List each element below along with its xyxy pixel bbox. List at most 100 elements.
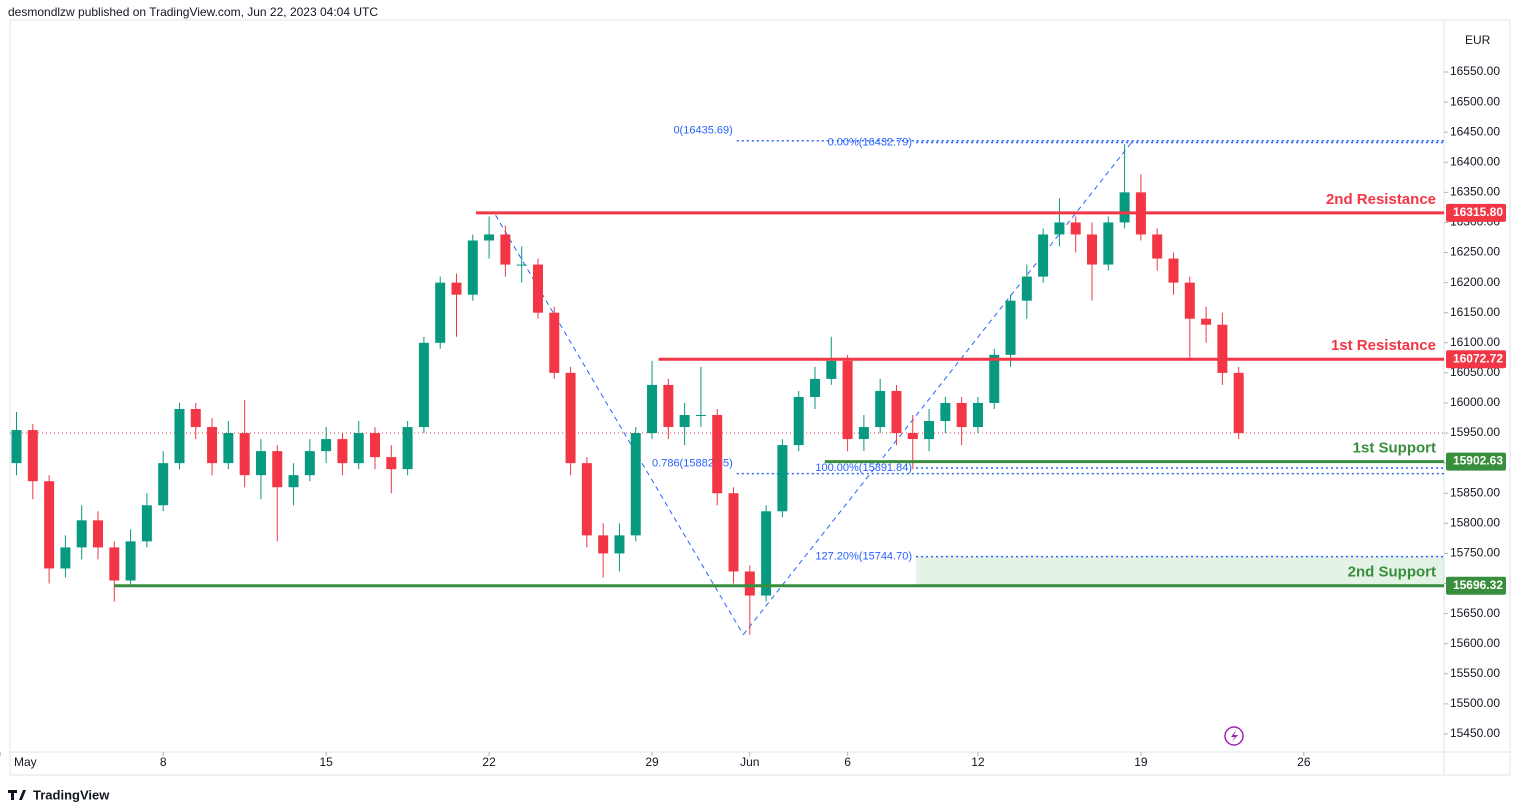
level-name: 2nd Resistance <box>1326 191 1436 208</box>
candle-body <box>1152 234 1163 259</box>
y-tick-label: 16200.00 <box>1450 275 1500 289</box>
y-tick-label: 16500.00 <box>1450 94 1500 108</box>
byline: desmondlzw published on TradingView.com,… <box>8 5 378 19</box>
y-tick-label: 15650.00 <box>1450 606 1500 620</box>
candle-body <box>288 475 299 488</box>
candle-body <box>1087 234 1098 265</box>
candle-body <box>304 451 315 476</box>
candle-body <box>92 520 103 548</box>
candle-body <box>402 427 413 470</box>
y-tick-label: 16100.00 <box>1450 335 1500 349</box>
candle-body <box>809 378 820 397</box>
candle-body <box>793 396 804 446</box>
fib-label: 100.00%(15891.84) <box>815 462 912 474</box>
target-zone <box>916 556 1444 586</box>
candle-body <box>223 433 234 464</box>
candle-body <box>516 264 527 266</box>
candle-body <box>728 493 739 572</box>
level-name: 2nd Support <box>1348 564 1436 581</box>
x-tick-label: Jun <box>740 755 759 769</box>
candle-body <box>891 390 902 434</box>
y-tick-label: 16400.00 <box>1450 154 1500 168</box>
x-tick-label: 26 <box>1297 755 1311 769</box>
chart-frame <box>9 19 1511 776</box>
candle-body <box>418 342 429 428</box>
x-tick-label: 8 <box>160 755 167 769</box>
candle-body <box>1233 372 1244 434</box>
candle-body <box>125 541 136 581</box>
logo: TradingView <box>8 787 110 802</box>
candle-body <box>1054 222 1065 235</box>
candle-body <box>826 360 837 379</box>
candle-body <box>663 384 674 428</box>
y-tick-label: 16000.00 <box>1450 395 1500 409</box>
y-tick-label: 16050.00 <box>1450 365 1500 379</box>
candle-body <box>712 415 723 494</box>
candle-body <box>109 547 120 581</box>
y-tick-label: 15750.00 <box>1450 546 1500 560</box>
candle-body <box>60 547 71 569</box>
candle-body <box>435 282 446 343</box>
y-tick-label: 15600.00 <box>1450 636 1500 650</box>
x-tick-label: 12 <box>971 755 985 769</box>
candle-body <box>598 535 609 554</box>
candle-body <box>174 408 185 464</box>
x-tick-label: 15 <box>319 755 333 769</box>
candle-body <box>207 427 218 464</box>
candle-body <box>1119 192 1130 223</box>
candle-body <box>532 264 543 313</box>
candle-body <box>1168 258 1179 283</box>
candle-body <box>581 463 592 536</box>
y-tick-label: 16150.00 <box>1450 305 1500 319</box>
lightning-icon[interactable] <box>1224 726 1244 746</box>
price-box <box>1446 203 1506 222</box>
price-box-label: 16315.80 <box>1453 205 1503 219</box>
candle-body <box>158 463 169 506</box>
y-tick-label: 15950.00 <box>1450 425 1500 439</box>
level-name: 1st Support <box>1353 440 1436 457</box>
candle-body <box>565 372 576 464</box>
price-box-label: 15902.63 <box>1453 454 1503 468</box>
y-tick-label: 15800.00 <box>1450 515 1500 529</box>
candle-body <box>761 511 772 596</box>
candle-body <box>972 402 983 428</box>
candle-body <box>842 360 853 440</box>
candle-body <box>190 408 201 428</box>
candle-body <box>777 445 788 512</box>
icon-bolt[interactable] <box>1231 730 1238 742</box>
candle-body <box>370 433 381 458</box>
y-tick-label: 15500.00 <box>1450 696 1500 710</box>
candle-body <box>337 439 348 464</box>
candle-body <box>1217 324 1228 373</box>
candle-body <box>255 451 266 476</box>
candle-body <box>321 439 332 452</box>
candle-body <box>647 384 658 434</box>
candle-body <box>1021 276 1032 301</box>
price-box-label: 15696.32 <box>1453 578 1503 592</box>
fib-label: 0(16435.69) <box>673 125 732 137</box>
candle-body <box>695 415 706 417</box>
y-tick-label: 16350.00 <box>1450 185 1500 199</box>
candle-body <box>549 312 560 373</box>
x-tick-label: 22 <box>482 755 496 769</box>
candle-body <box>956 402 967 428</box>
y-tick-label: 15850.00 <box>1450 485 1500 499</box>
candle-body <box>484 234 495 241</box>
candle-body <box>27 430 38 482</box>
candle-body <box>76 520 87 548</box>
candle-body <box>924 421 935 440</box>
brand: TradingView <box>33 787 110 802</box>
fib-label: 0.00%(16432.79) <box>828 136 912 148</box>
price-box <box>1446 452 1506 471</box>
candle-body <box>858 427 869 440</box>
y-tick-label: 15550.00 <box>1450 666 1500 680</box>
candle-body <box>1070 222 1081 235</box>
y-tick-label: 16450.00 <box>1450 124 1500 138</box>
candle-body <box>272 451 283 488</box>
x-tick-label: May <box>14 755 37 769</box>
x-tick-label: 29 <box>645 755 659 769</box>
candle-body <box>239 433 250 476</box>
candle-body <box>141 505 152 542</box>
candle-body <box>744 571 755 596</box>
